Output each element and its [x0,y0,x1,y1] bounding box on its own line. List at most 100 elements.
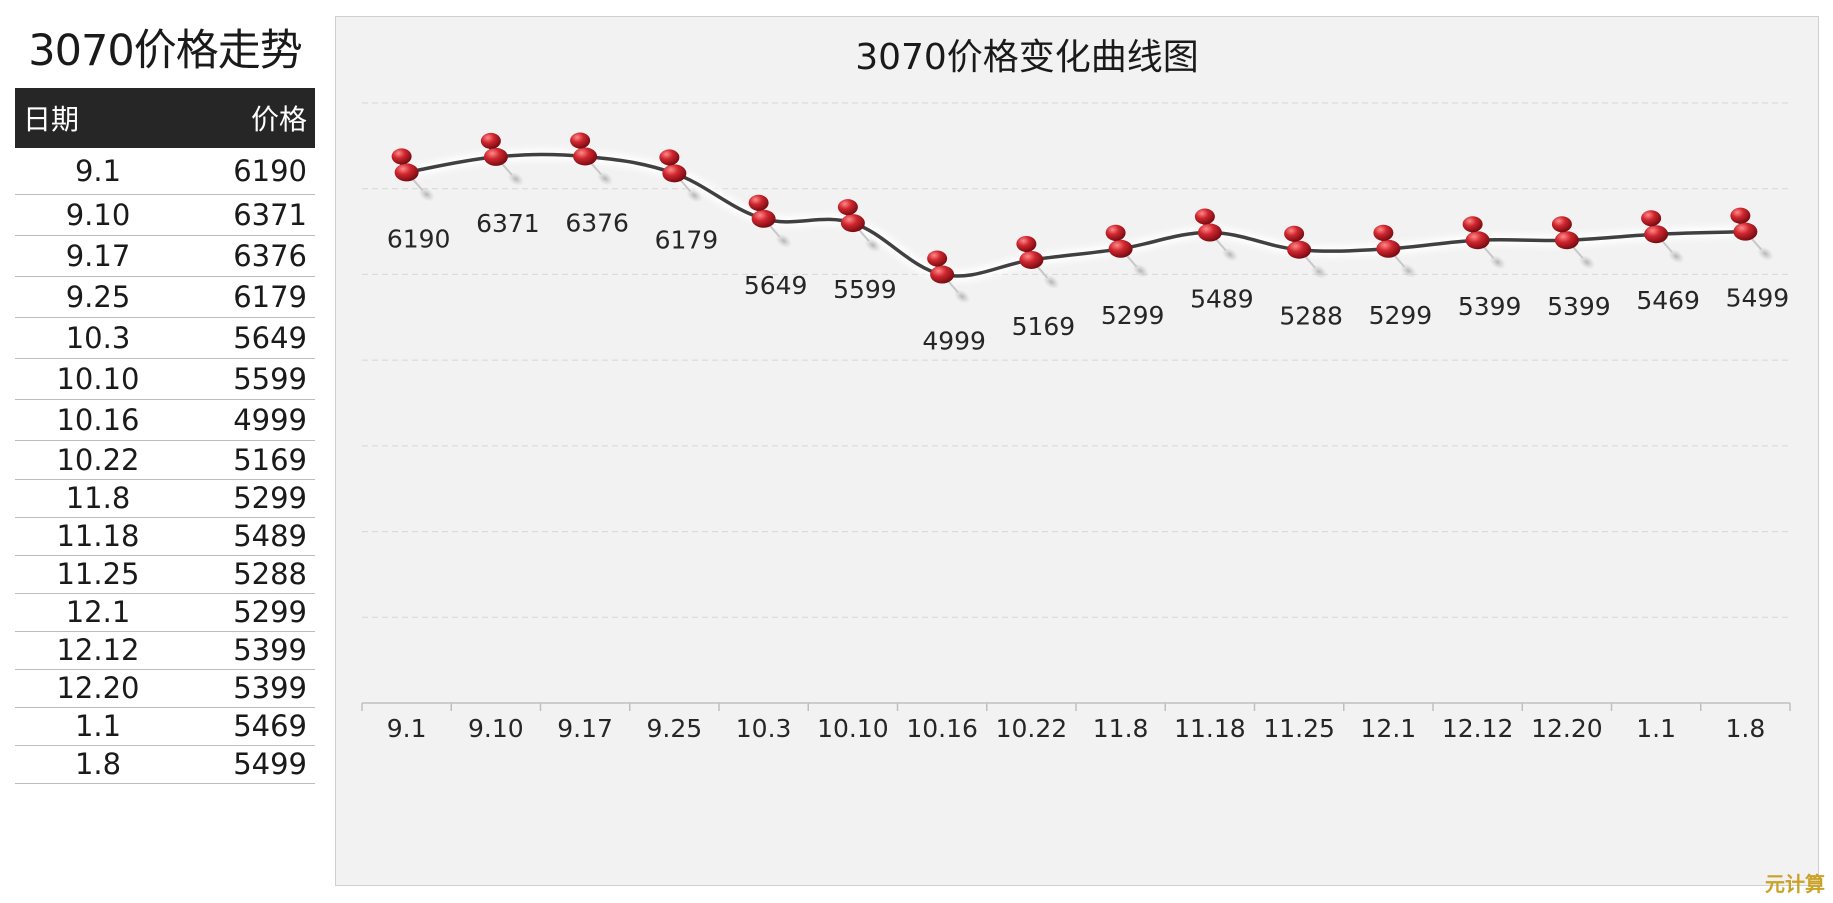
data-label: 5499 [1726,284,1790,313]
table-row: 1.1 5469 [15,707,315,746]
cell-price: 5299 [181,593,315,632]
data-label: 5469 [1636,286,1700,315]
cell-price: 5169 [181,440,315,480]
table-row: 10.16 4999 [15,399,315,441]
cell-date: 11.25 [15,555,181,594]
data-label: 5399 [1547,292,1611,321]
data-label: 5299 [1369,301,1433,330]
chart-title: 3070价格变化曲线图 [855,37,1199,78]
chart-panel: 9.1 9.10 9.17 9.25 10.3 10.10 10.16 10.22 11.8 11… [335,16,1819,886]
x-tick-label: 9.17 [557,714,613,743]
cell-price: 6376 [181,235,315,277]
data-point-marker [1730,207,1774,261]
price-table: 日期 价格 9.1 6190 9.10 6371 9.17 6376 9.25 6179 10.… [15,88,315,784]
data-point-marker [659,149,703,203]
x-tick-label: 12.20 [1531,714,1603,743]
cell-date: 11.8 [15,479,181,518]
data-label: 5169 [1012,312,1076,341]
x-tick-label: 9.10 [468,714,524,743]
watermark-logo: 元计算 [1765,872,1825,896]
x-tick-label: 9.25 [647,714,703,743]
table-row: 1.8 5499 [15,745,315,784]
data-point-marker [1641,210,1685,264]
data-label: 4999 [922,327,986,356]
cell-date: 9.1 [15,148,181,195]
data-label: 6376 [565,208,629,237]
data-point-marker [1462,216,1506,270]
table-header-row: 日期 价格 [15,88,315,148]
data-point-marker [1194,208,1239,262]
cell-date: 12.12 [15,631,181,670]
data-label: 6190 [387,224,451,253]
line-chart: 9.1 9.10 9.17 9.25 10.3 10.10 10.16 10.22 11.8 11… [361,37,1791,743]
table-row: 9.25 6179 [15,276,315,318]
data-point-marker [1373,224,1417,278]
data-point-marker [1016,235,1060,290]
x-tick-label: 12.12 [1442,714,1514,743]
data-label: 5599 [833,275,897,304]
cell-date: 9.25 [15,276,181,318]
data-point-marker [480,132,525,187]
x-tick-label: 9.1 [387,714,427,743]
x-tick-label: 10.3 [736,714,792,743]
cell-price: 5288 [181,555,315,594]
table-row: 10.10 5599 [15,358,315,400]
x-tick-label: 12.1 [1361,714,1417,743]
cell-date: 11.18 [15,517,181,556]
data-label: 6371 [476,209,540,238]
x-tick-label: 11.25 [1263,714,1335,743]
data-label: 5489 [1190,285,1254,314]
x-tick-label: 10.22 [996,714,1068,743]
series-line [406,152,1746,278]
data-point-marker [1105,224,1149,278]
cell-date: 10.10 [15,358,181,400]
x-tick-label: 11.8 [1093,714,1149,743]
cell-price: 5299 [181,479,315,518]
price-table-panel: 3070价格走势 日期 价格 9.1 6190 9.10 6371 9.17 6376 9.… [15,18,315,784]
data-point-marker [837,199,882,253]
cell-date: 10.22 [15,440,181,480]
cell-date: 12.1 [15,593,181,632]
cell-date: 1.8 [15,745,181,784]
data-point-marker [748,194,792,248]
data-label: 5299 [1101,301,1165,330]
cell-date: 9.17 [15,235,181,277]
cell-price: 4999 [181,399,315,441]
table-row: 12.12 5399 [15,631,315,670]
x-tick-label: 10.16 [906,714,978,743]
cell-price: 5399 [181,669,315,708]
data-point-marker [1551,216,1596,270]
cell-date: 12.20 [15,669,181,708]
cell-price: 6190 [181,148,315,195]
table-row: 12.20 5399 [15,669,315,708]
data-label: 5288 [1279,302,1343,331]
header-price: 价格 [181,88,315,148]
x-tick-label: 1.1 [1636,714,1676,743]
cell-date: 10.3 [15,317,181,359]
x-tick-label: 10.10 [817,714,889,743]
table-row: 9.17 6376 [15,235,315,277]
cell-date: 1.1 [15,707,181,746]
data-label: 6179 [655,225,719,254]
table-row: 12.1 5299 [15,593,315,632]
data-point-marker [1284,225,1328,279]
header-date: 日期 [15,88,181,148]
x-tick-label: 11.18 [1174,714,1246,743]
cell-price: 5489 [181,517,315,556]
data-point-marker [927,250,971,304]
table-row: 9.10 6371 [15,194,315,236]
table-row: 11.25 5288 [15,555,315,594]
data-label: 5649 [744,271,808,300]
table-row: 9.1 6190 [15,148,315,195]
table-row: 11.18 5489 [15,517,315,556]
data-point-marker [570,132,614,186]
data-point-marker [391,148,435,202]
cell-date: 9.10 [15,194,181,236]
table-row: 10.3 5649 [15,317,315,359]
x-tick-label: 1.8 [1725,714,1765,743]
data-label: 5399 [1458,292,1522,321]
table-title: 3070价格走势 [28,26,302,76]
cell-price: 5499 [181,745,315,784]
table-row: 10.22 5169 [15,440,315,480]
cell-price: 5649 [181,317,315,359]
